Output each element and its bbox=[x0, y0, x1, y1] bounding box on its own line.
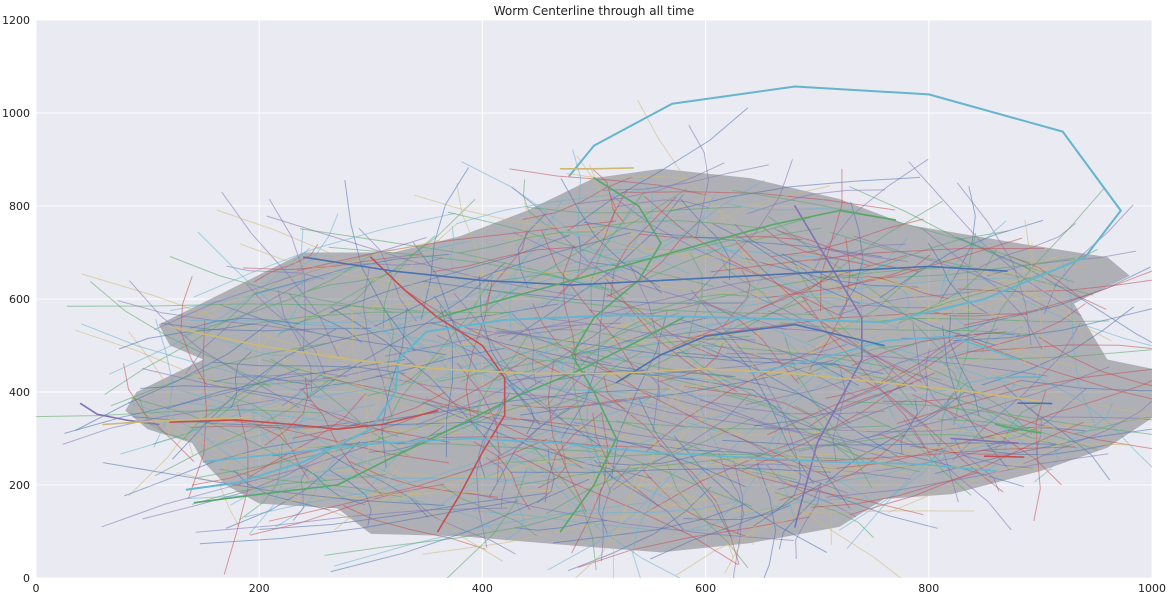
y-tick-label: 600 bbox=[9, 293, 30, 306]
y-tick-label: 400 bbox=[9, 386, 30, 399]
x-tick-label: 0 bbox=[33, 582, 40, 595]
chart-title: Worm Centerline through all time bbox=[494, 4, 695, 18]
x-tick-label: 800 bbox=[918, 582, 939, 595]
y-tick-label: 1200 bbox=[2, 14, 30, 27]
x-tick-label: 400 bbox=[472, 582, 493, 595]
y-tick-label: 1000 bbox=[2, 107, 30, 120]
y-tick-label: 0 bbox=[23, 572, 30, 585]
y-tick-label: 800 bbox=[9, 200, 30, 213]
series-line-11 bbox=[561, 168, 634, 169]
x-tick-label: 1000 bbox=[1138, 582, 1166, 595]
x-tick-label: 200 bbox=[249, 582, 270, 595]
x-tick-label: 600 bbox=[695, 582, 716, 595]
y-tick-label: 200 bbox=[9, 479, 30, 492]
series-line-9 bbox=[985, 456, 1024, 457]
